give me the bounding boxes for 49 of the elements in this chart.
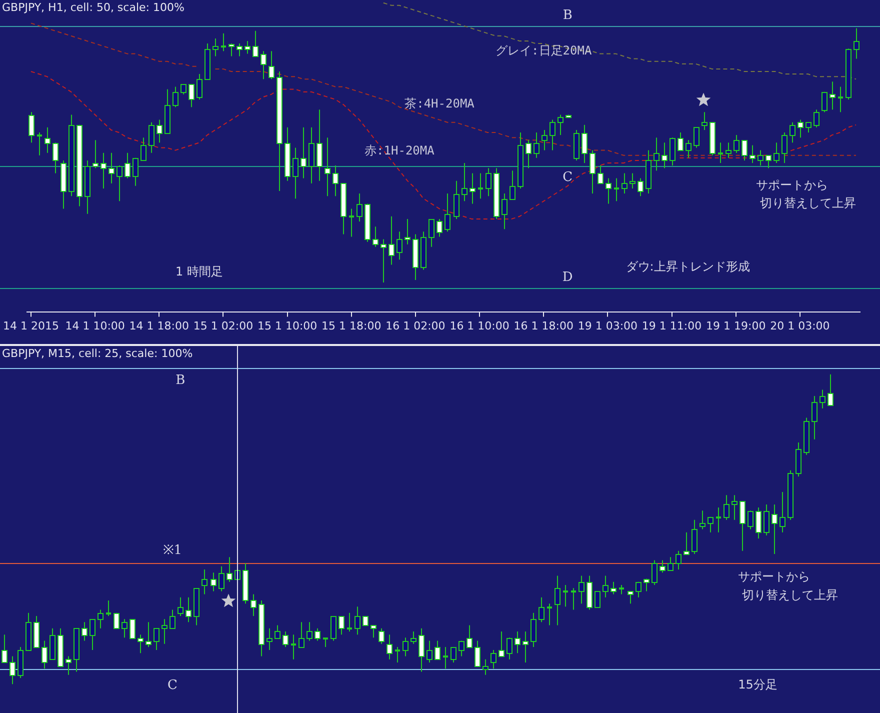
x-tick-label: 19 1 11:00 xyxy=(642,319,702,332)
annotation: 切り替えして上昇 xyxy=(742,588,838,602)
candlestick xyxy=(346,612,353,632)
annotation: サポートから xyxy=(756,178,828,192)
candlestick xyxy=(717,142,724,164)
series-label: 赤:1H-20MA xyxy=(364,144,436,158)
candlestick xyxy=(442,646,449,670)
candlestick xyxy=(290,634,297,660)
x-tick-label: 20 1 03:00 xyxy=(770,319,830,332)
candlestick xyxy=(394,646,401,663)
ref-line-label: B xyxy=(176,372,186,388)
candlestick xyxy=(562,584,569,608)
candlestick xyxy=(322,637,329,648)
series-label: グレイ:日足20MA xyxy=(496,43,592,58)
x-tick-label: 15 1 18:00 xyxy=(322,319,382,332)
ref-line-label: D xyxy=(562,270,573,285)
candlestick xyxy=(36,132,43,156)
candlestick xyxy=(570,588,577,610)
series-label: 茶:4H-20MA xyxy=(404,96,476,111)
candlestick xyxy=(348,208,355,238)
annotation: 15分足 xyxy=(738,678,778,692)
chart-title: GBPJPY, M15, cell: 25, scale: 100% xyxy=(2,347,193,360)
x-tick-label: 16 1 10:00 xyxy=(450,319,510,332)
candlestick xyxy=(837,86,844,113)
candlestick xyxy=(715,507,722,533)
candlestick xyxy=(613,178,620,202)
x-tick-label: 14 1 10:00 xyxy=(65,319,125,332)
x-tick-label: 14 1 18:00 xyxy=(129,319,189,332)
candlestick xyxy=(618,584,625,595)
x-tick-label: 14 1 2015 xyxy=(3,319,59,332)
x-tick-label: 19 1 19:00 xyxy=(706,319,766,332)
ref-line-label: ※1 xyxy=(162,542,182,558)
annotation: 1 時間足 xyxy=(175,264,223,278)
candlestick xyxy=(546,603,553,626)
x-tick-label: 16 1 02:00 xyxy=(386,319,446,332)
x-tick-label: 15 1 10:00 xyxy=(257,319,318,332)
ref-line-label: B xyxy=(562,8,572,23)
annotation: サポートから xyxy=(738,569,810,584)
candlestick xyxy=(220,32,227,52)
chart-title: GBPJPY, H1, cell: 50, scale: 100% xyxy=(2,1,184,14)
ref-line-label: C xyxy=(167,678,178,693)
annotation: 切り替えして上昇 xyxy=(760,196,856,210)
candlestick xyxy=(477,172,484,200)
x-tick-label: 16 1 18:00 xyxy=(514,319,574,332)
x-tick-label: 19 1 03:00 xyxy=(578,319,638,332)
ref-line-label: C xyxy=(562,170,573,185)
annotation: ダウ:上昇トレンド形成 xyxy=(626,259,750,274)
x-tick-label: 15 1 02:00 xyxy=(193,319,254,332)
candlestick xyxy=(105,600,112,616)
